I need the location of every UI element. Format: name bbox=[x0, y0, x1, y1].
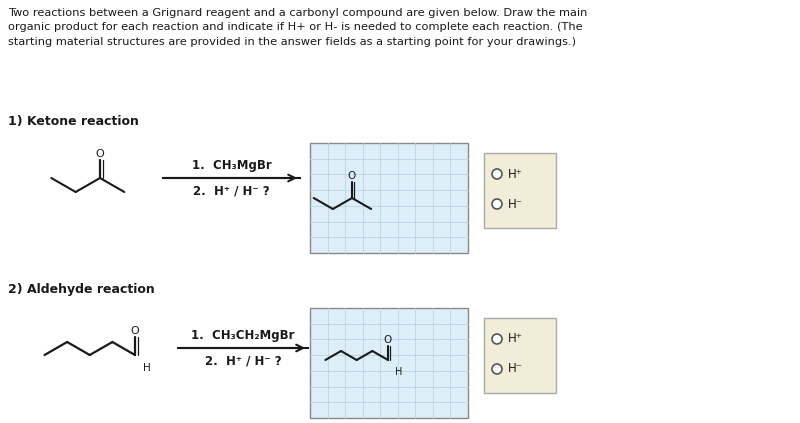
Text: H⁻: H⁻ bbox=[508, 363, 523, 376]
Text: 2) Aldehyde reaction: 2) Aldehyde reaction bbox=[8, 283, 154, 296]
Bar bbox=[310, 308, 468, 418]
Text: O: O bbox=[130, 326, 139, 336]
Circle shape bbox=[492, 364, 502, 374]
Text: O: O bbox=[96, 149, 104, 159]
Bar bbox=[484, 318, 556, 393]
Text: 2.  H⁺ / H⁻ ?: 2. H⁺ / H⁻ ? bbox=[193, 185, 270, 198]
Circle shape bbox=[492, 334, 502, 344]
Text: H: H bbox=[395, 367, 402, 377]
Text: 2.  H⁺ / H⁻ ?: 2. H⁺ / H⁻ ? bbox=[205, 355, 282, 368]
Circle shape bbox=[492, 169, 502, 179]
Text: 1.  CH₃MgBr: 1. CH₃MgBr bbox=[192, 159, 271, 172]
Text: H⁺: H⁺ bbox=[508, 332, 523, 346]
Text: O: O bbox=[384, 335, 392, 345]
Text: H⁻: H⁻ bbox=[508, 198, 523, 211]
Circle shape bbox=[492, 199, 502, 209]
Text: 1) Ketone reaction: 1) Ketone reaction bbox=[8, 115, 139, 128]
Text: 1.  CH₃CH₂MgBr: 1. CH₃CH₂MgBr bbox=[191, 329, 294, 342]
Text: Two reactions between a Grignard reagent and a carbonyl compound are given below: Two reactions between a Grignard reagent… bbox=[8, 8, 587, 47]
Text: H⁺: H⁺ bbox=[508, 168, 523, 181]
Bar bbox=[310, 143, 468, 253]
Text: O: O bbox=[348, 171, 356, 181]
Text: H: H bbox=[143, 363, 150, 373]
Bar bbox=[484, 153, 556, 228]
